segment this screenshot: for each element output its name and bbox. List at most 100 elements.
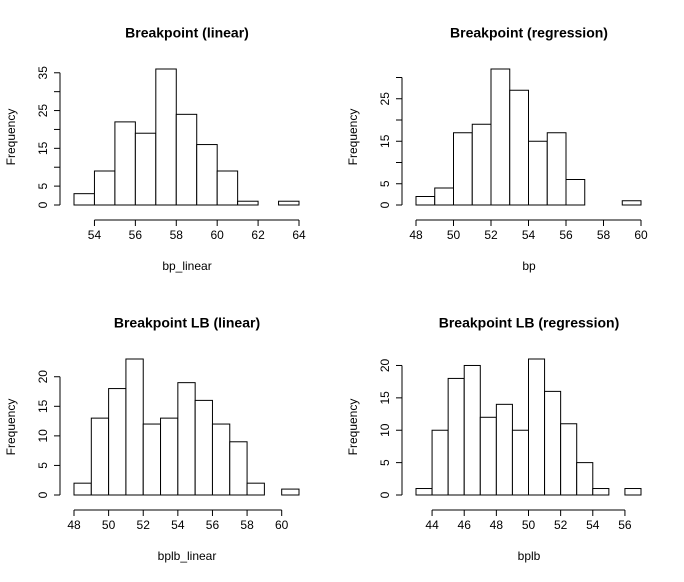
x-axis-label: bp (522, 259, 536, 273)
bar (415, 196, 436, 206)
y-axis-label: Frequency (4, 109, 18, 166)
bar (431, 429, 449, 496)
bar (216, 170, 239, 206)
bar (93, 170, 116, 206)
y-tick-label: 5 (36, 182, 50, 189)
y-tick-label: 10 (36, 429, 50, 443)
y-tick-label: 5 (378, 180, 392, 187)
y-tick-label: 5 (36, 462, 50, 469)
bar (125, 358, 144, 496)
x-tick-label: 54 (171, 518, 185, 532)
x-axis-label: bplb_linear (158, 549, 217, 563)
bar (528, 358, 546, 496)
x-tick-label: 54 (522, 228, 536, 242)
bar (246, 482, 265, 496)
x-tick-label: 54 (88, 228, 102, 242)
bar (281, 488, 300, 496)
x-tick-label: 58 (597, 228, 611, 242)
y-tick-label: 20 (36, 370, 50, 384)
bar (177, 382, 196, 496)
x-tick-label: 50 (102, 518, 116, 532)
bar (560, 423, 578, 496)
x-tick-label: 58 (240, 518, 254, 532)
bar (471, 123, 492, 206)
chart-title: Breakpoint (regression) (450, 25, 608, 41)
y-tick-label: 5 (378, 459, 392, 466)
y-tick-label: 25 (378, 92, 392, 106)
bar (546, 132, 567, 206)
bar (108, 388, 127, 496)
y-tick-label: 35 (36, 66, 50, 80)
bar (73, 482, 92, 496)
x-tick-label: 52 (554, 518, 568, 532)
bar (490, 68, 511, 206)
chart-title: Breakpoint (linear) (125, 25, 249, 41)
y-tick-label: 0 (36, 201, 50, 208)
y-axis-label: Frequency (346, 399, 360, 456)
y-tick-label: 0 (378, 491, 392, 498)
y-axis-label: Frequency (346, 109, 360, 166)
bar (155, 68, 177, 206)
x-tick-label: 54 (586, 518, 600, 532)
bar (90, 417, 110, 496)
x-tick-label: 60 (275, 518, 289, 532)
bar (565, 179, 586, 206)
x-tick-label: 52 (137, 518, 151, 532)
y-tick-label: 0 (378, 201, 392, 208)
x-tick-label: 60 (211, 228, 225, 242)
x-tick-label: 56 (559, 228, 573, 242)
bar (160, 417, 179, 496)
bar (447, 377, 465, 496)
x-tick-label: 64 (292, 228, 306, 242)
bar (479, 416, 497, 496)
chart-title: Breakpoint LB (linear) (114, 315, 260, 331)
bar (194, 399, 213, 496)
x-axis-label: bp_linear (162, 259, 211, 273)
bar (544, 390, 562, 496)
bar (114, 121, 136, 206)
bar (175, 113, 198, 206)
x-tick-label: 60 (634, 228, 648, 242)
bar (73, 193, 95, 206)
bar (415, 488, 433, 496)
x-tick-label: 52 (484, 228, 498, 242)
bar (528, 140, 548, 206)
y-tick-label: 15 (36, 141, 50, 155)
bar (576, 462, 594, 496)
y-tick-label: 25 (36, 104, 50, 118)
x-tick-label: 62 (251, 228, 265, 242)
y-tick-label: 0 (36, 491, 50, 498)
y-tick-label: 15 (378, 391, 392, 405)
bar (624, 488, 642, 496)
x-tick-label: 48 (409, 228, 423, 242)
bar (621, 200, 642, 206)
bar (592, 488, 610, 496)
x-tick-label: 56 (206, 518, 220, 532)
bar (142, 423, 162, 496)
bar (509, 89, 529, 206)
x-tick-label: 50 (522, 518, 536, 532)
bar (237, 200, 259, 206)
x-tick-label: 56 (129, 228, 143, 242)
x-tick-label: 58 (170, 228, 184, 242)
x-tick-label: 50 (447, 228, 461, 242)
bar (463, 364, 481, 496)
bar (134, 132, 157, 206)
bar (495, 403, 513, 496)
bar (229, 441, 248, 496)
y-tick-label: 20 (378, 358, 392, 372)
bar (211, 423, 231, 496)
y-axis-label: Frequency (4, 399, 18, 456)
x-axis-label: bplb (518, 549, 541, 563)
x-tick-label: 56 (618, 518, 632, 532)
bar (453, 132, 473, 206)
x-tick-label: 46 (458, 518, 472, 532)
bar (434, 187, 454, 206)
chart-title: Breakpoint LB (regression) (439, 315, 619, 331)
x-tick-label: 48 (490, 518, 504, 532)
y-tick-label: 15 (36, 399, 50, 413)
bar (511, 429, 530, 496)
y-tick-label: 10 (378, 423, 392, 437)
bar (196, 144, 218, 206)
